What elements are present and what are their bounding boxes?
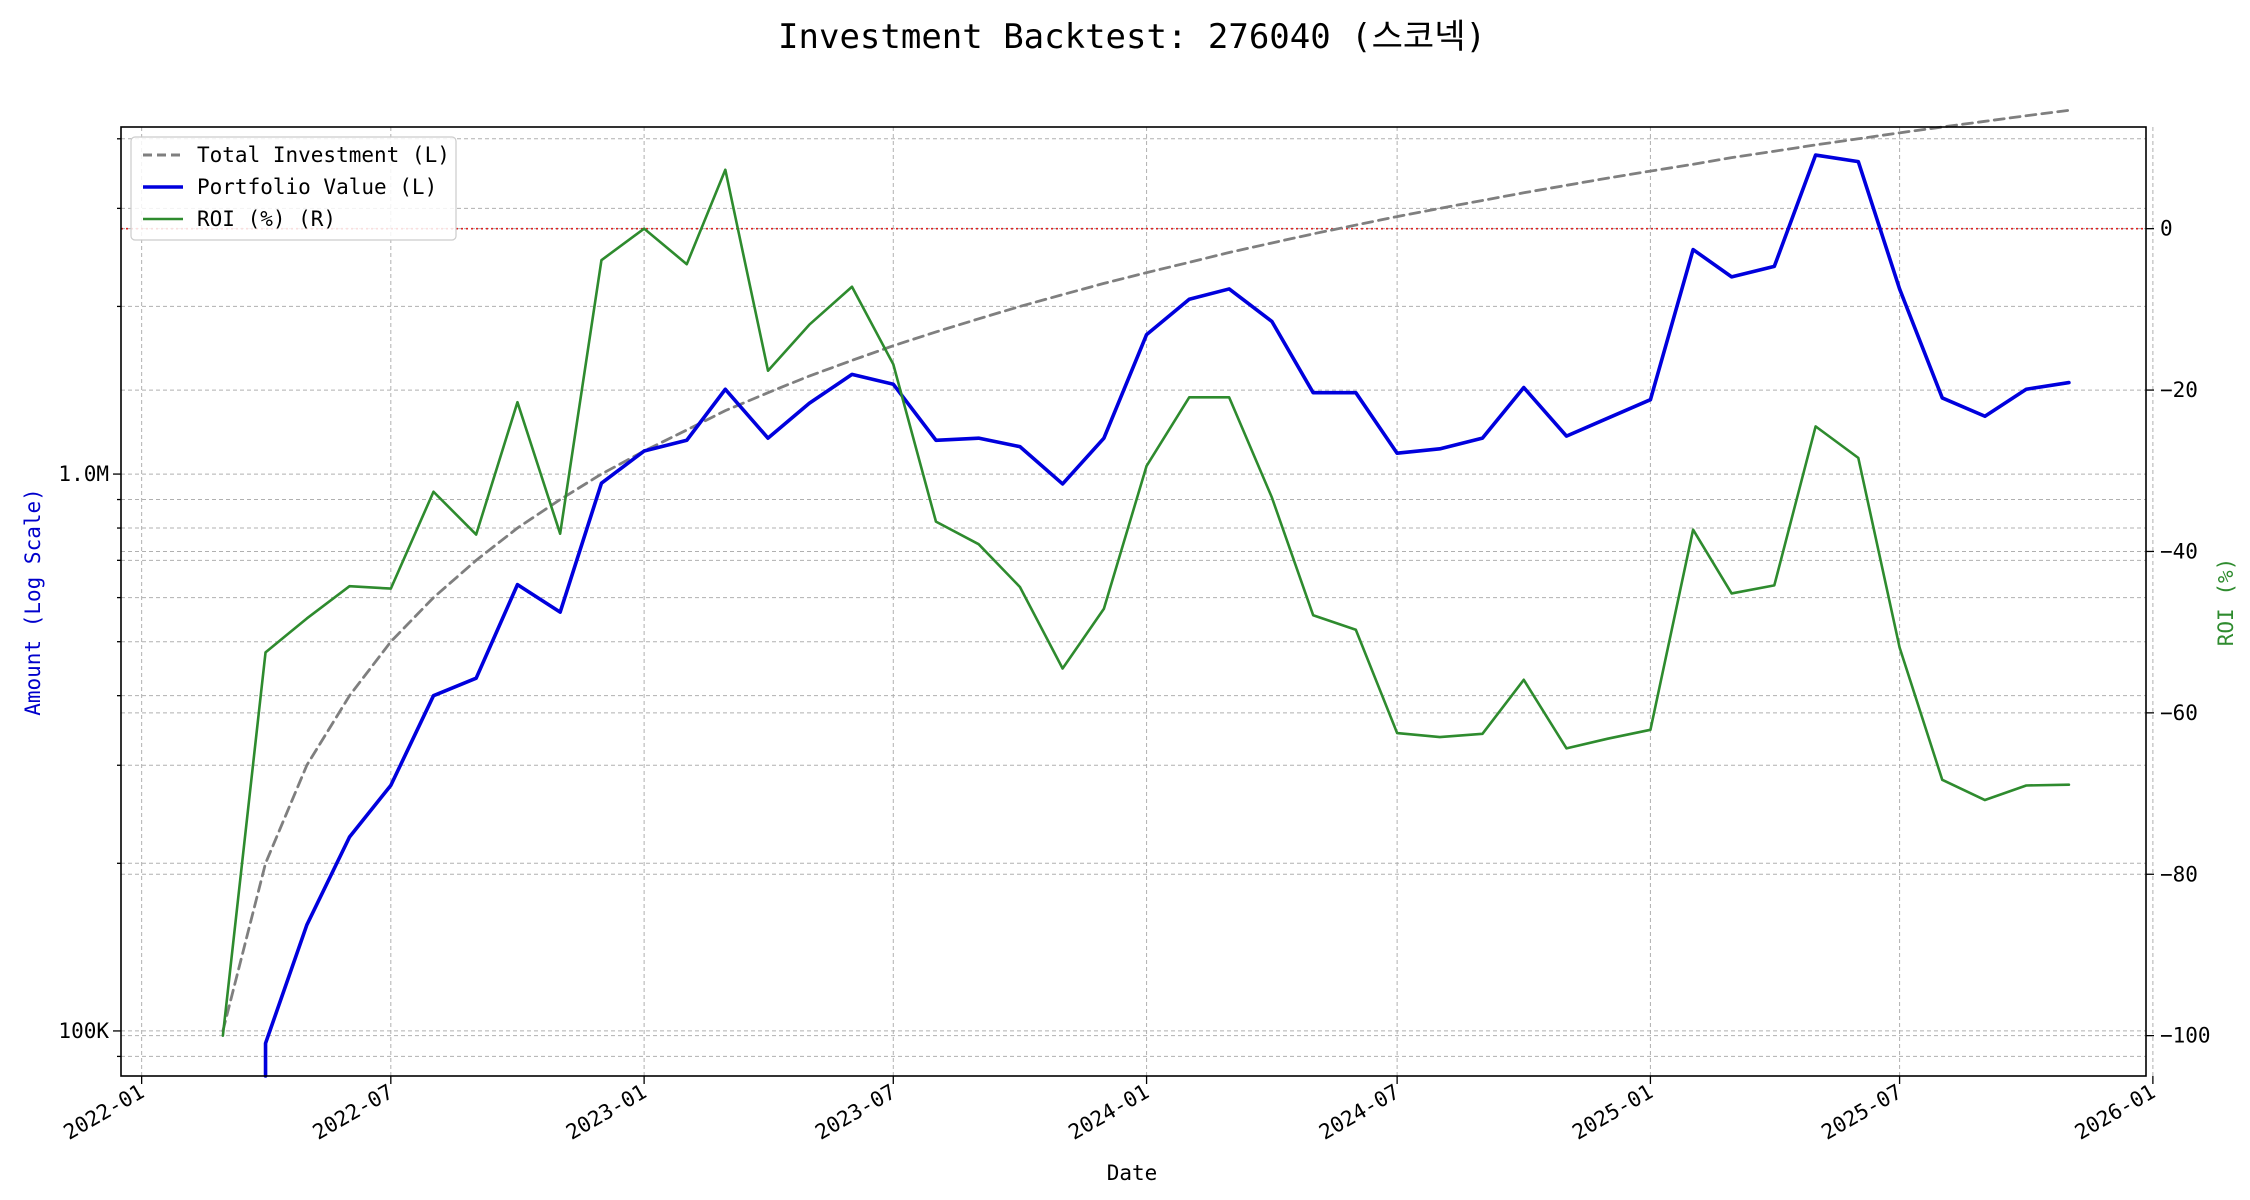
right-tick-label: 0 <box>2160 217 2173 241</box>
grid-layer <box>121 127 2154 1076</box>
right-tick-label: −60 <box>2160 701 2198 725</box>
legend-label-roi: ROI (%) (R) <box>197 207 336 231</box>
total-investment-line <box>221 108 2071 1033</box>
roi-line <box>221 168 2071 1037</box>
x-axis-label: Date <box>1107 1161 1158 1185</box>
portfolio-value-line <box>263 153 2071 1078</box>
right-tick-label: −80 <box>2160 862 2198 886</box>
right-tick-label: −40 <box>2160 539 2198 563</box>
chart-title: Investment Backtest: 276040 (스코넥) <box>778 17 1486 57</box>
left-tick-label: 1.0M <box>58 462 109 486</box>
legend-label-portfolio-value: Portfolio Value (L) <box>197 175 437 199</box>
legend: Total Investment (L) Portfolio Value (L)… <box>130 136 457 241</box>
series-layer <box>121 108 2146 1078</box>
right-tick-label: −100 <box>2160 1024 2211 1048</box>
plot-frame <box>120 126 2147 1077</box>
legend-box <box>130 136 457 241</box>
legend-label-total-investment: Total Investment (L) <box>197 143 450 167</box>
right-axis-label: ROI (%) <box>2214 558 2238 647</box>
left-tick-label: 100K <box>58 1019 109 1043</box>
right-tick-label: −20 <box>2160 378 2198 402</box>
left-axis-label: Amount (Log Scale) <box>21 488 45 716</box>
